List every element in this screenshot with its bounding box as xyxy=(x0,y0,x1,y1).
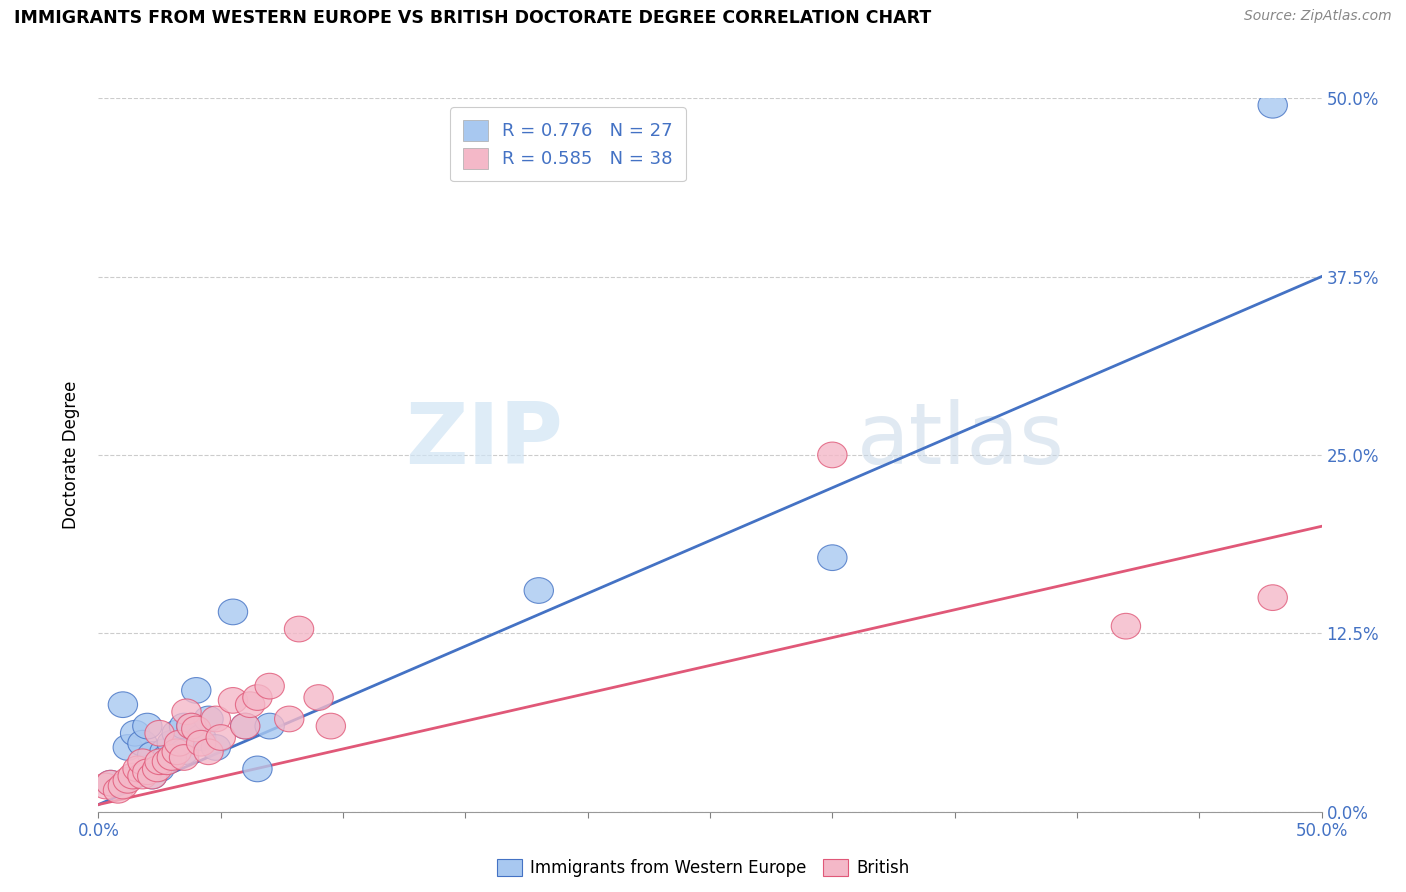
Ellipse shape xyxy=(169,745,198,771)
Ellipse shape xyxy=(132,714,162,739)
Ellipse shape xyxy=(96,771,125,796)
Ellipse shape xyxy=(138,742,167,767)
Ellipse shape xyxy=(162,721,191,746)
Ellipse shape xyxy=(207,724,235,750)
Ellipse shape xyxy=(218,688,247,714)
Ellipse shape xyxy=(254,673,284,699)
Ellipse shape xyxy=(177,714,207,739)
Legend: R = 0.776   N = 27, R = 0.585   N = 38: R = 0.776 N = 27, R = 0.585 N = 38 xyxy=(450,107,686,181)
Ellipse shape xyxy=(231,714,260,739)
Ellipse shape xyxy=(284,616,314,642)
Text: ZIP: ZIP xyxy=(405,399,564,483)
Ellipse shape xyxy=(152,745,181,771)
Ellipse shape xyxy=(118,764,148,789)
Ellipse shape xyxy=(254,714,284,739)
Ellipse shape xyxy=(194,706,224,731)
Ellipse shape xyxy=(91,773,121,799)
Ellipse shape xyxy=(157,745,187,771)
Ellipse shape xyxy=(142,756,172,781)
Ellipse shape xyxy=(96,771,125,796)
Ellipse shape xyxy=(243,756,273,781)
Ellipse shape xyxy=(103,778,132,803)
Text: IMMIGRANTS FROM WESTERN EUROPE VS BRITISH DOCTORATE DEGREE CORRELATION CHART: IMMIGRANTS FROM WESTERN EUROPE VS BRITIS… xyxy=(14,9,931,27)
Legend: Immigrants from Western Europe, British: Immigrants from Western Europe, British xyxy=(489,852,917,884)
Ellipse shape xyxy=(145,721,174,746)
Ellipse shape xyxy=(316,714,346,739)
Ellipse shape xyxy=(187,724,217,750)
Ellipse shape xyxy=(138,764,167,789)
Ellipse shape xyxy=(145,749,174,774)
Ellipse shape xyxy=(177,714,207,739)
Ellipse shape xyxy=(818,545,846,571)
Ellipse shape xyxy=(169,739,198,764)
Ellipse shape xyxy=(152,749,181,774)
Ellipse shape xyxy=(112,735,142,760)
Ellipse shape xyxy=(274,706,304,731)
Ellipse shape xyxy=(145,756,174,781)
Ellipse shape xyxy=(108,773,138,799)
Ellipse shape xyxy=(181,716,211,742)
Ellipse shape xyxy=(235,692,264,717)
Y-axis label: Doctorate Degree: Doctorate Degree xyxy=(62,381,80,529)
Ellipse shape xyxy=(128,731,157,756)
Ellipse shape xyxy=(818,442,846,467)
Ellipse shape xyxy=(201,706,231,731)
Ellipse shape xyxy=(121,721,150,746)
Ellipse shape xyxy=(150,739,179,764)
Ellipse shape xyxy=(138,764,167,789)
Ellipse shape xyxy=(122,756,152,781)
Ellipse shape xyxy=(169,714,198,739)
Ellipse shape xyxy=(243,685,273,710)
Ellipse shape xyxy=(194,739,224,764)
Ellipse shape xyxy=(524,578,554,603)
Ellipse shape xyxy=(187,731,217,756)
Ellipse shape xyxy=(218,599,247,624)
Ellipse shape xyxy=(304,685,333,710)
Ellipse shape xyxy=(108,692,138,717)
Ellipse shape xyxy=(201,735,231,760)
Ellipse shape xyxy=(165,731,194,756)
Ellipse shape xyxy=(1258,585,1288,610)
Ellipse shape xyxy=(132,759,162,785)
Ellipse shape xyxy=(162,739,191,764)
Ellipse shape xyxy=(112,767,142,793)
Ellipse shape xyxy=(181,678,211,703)
Text: atlas: atlas xyxy=(856,399,1064,483)
Ellipse shape xyxy=(128,749,157,774)
Ellipse shape xyxy=(128,764,157,789)
Ellipse shape xyxy=(231,714,260,739)
Text: Source: ZipAtlas.com: Source: ZipAtlas.com xyxy=(1244,9,1392,23)
Ellipse shape xyxy=(172,699,201,724)
Ellipse shape xyxy=(1258,93,1288,118)
Ellipse shape xyxy=(157,731,187,756)
Ellipse shape xyxy=(1111,614,1140,639)
